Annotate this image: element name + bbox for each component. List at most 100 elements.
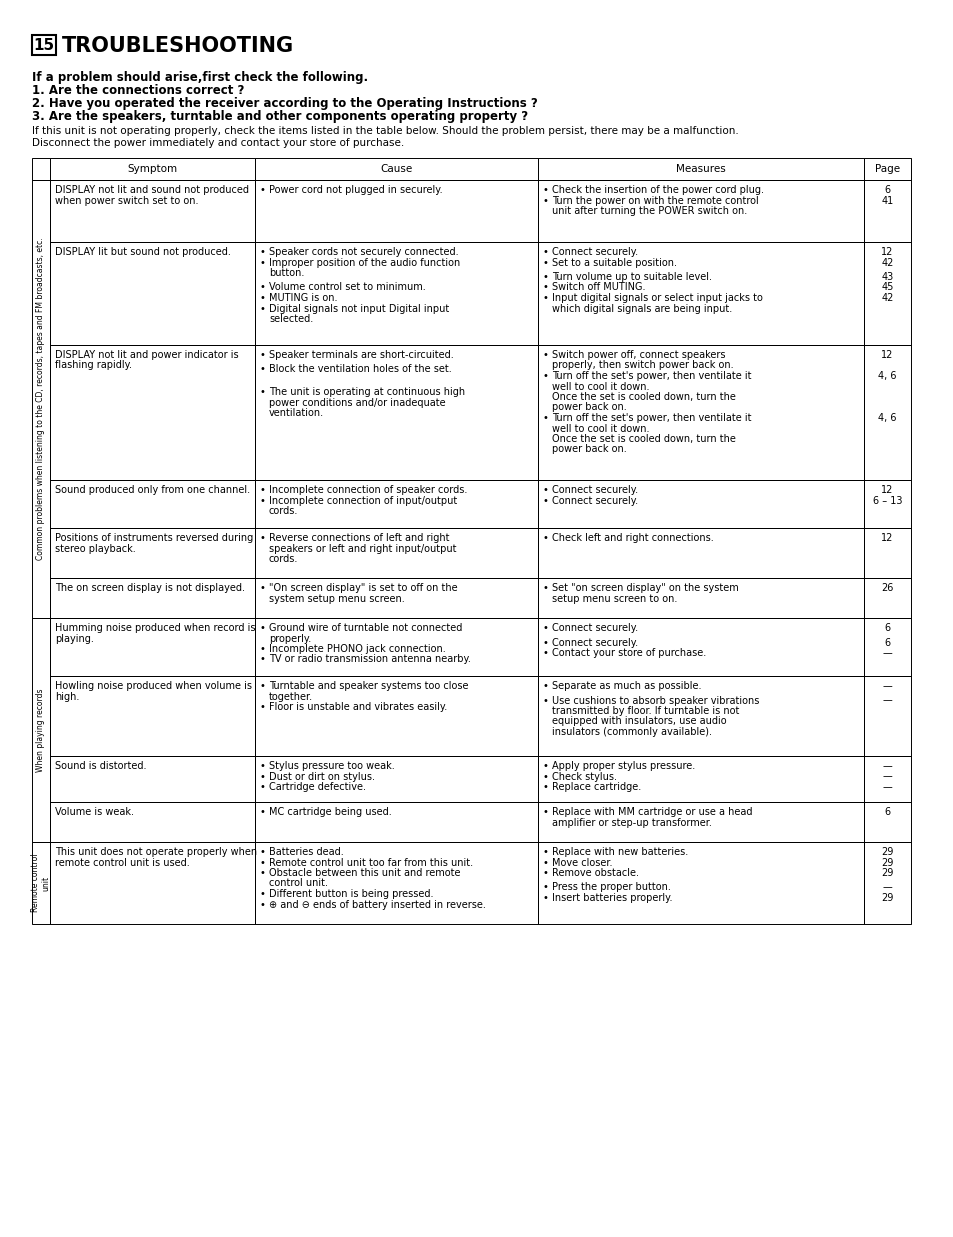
Text: Humming noise produced when record is: Humming noise produced when record is <box>55 623 255 633</box>
Bar <box>537 842 863 924</box>
Bar <box>863 802 910 842</box>
Text: Apply proper stylus pressure.: Apply proper stylus pressure. <box>552 761 695 771</box>
Text: Turn the power on with the remote control: Turn the power on with the remote contro… <box>552 195 758 205</box>
Text: Check left and right connections.: Check left and right connections. <box>552 533 713 543</box>
Text: Set "on screen display" on the system: Set "on screen display" on the system <box>552 583 738 593</box>
Text: power back on.: power back on. <box>552 444 626 454</box>
Text: —: — <box>882 761 891 771</box>
Text: Replace with MM cartridge or use a head: Replace with MM cartridge or use a head <box>552 807 752 816</box>
Text: Use cushions to absorb speaker vibrations: Use cushions to absorb speaker vibration… <box>552 695 759 705</box>
Bar <box>50 528 254 578</box>
Bar <box>254 756 537 802</box>
Bar <box>537 578 863 618</box>
Text: Reverse connections of left and right: Reverse connections of left and right <box>269 533 449 543</box>
Text: 12: 12 <box>881 350 893 360</box>
Text: —: — <box>882 682 891 691</box>
Text: •: • <box>260 868 266 878</box>
Text: 3. Are the speakers, turntable and other components operating property ?: 3. Are the speakers, turntable and other… <box>32 110 528 122</box>
Text: •: • <box>260 303 266 313</box>
Text: when power switch set to on.: when power switch set to on. <box>55 195 198 205</box>
Text: Digital signals not input Digital input: Digital signals not input Digital input <box>269 303 449 313</box>
Text: 26: 26 <box>881 583 893 593</box>
Text: —: — <box>882 695 891 705</box>
Bar <box>863 480 910 528</box>
Text: •: • <box>260 293 266 303</box>
Text: Incomplete connection of input/output: Incomplete connection of input/output <box>269 496 456 506</box>
Text: •: • <box>542 350 548 360</box>
Text: Positions of instruments reversed during: Positions of instruments reversed during <box>55 533 253 543</box>
Text: TV or radio transmission antenna nearby.: TV or radio transmission antenna nearby. <box>269 654 471 664</box>
Text: MUTING is on.: MUTING is on. <box>269 293 337 303</box>
Text: Batteries dead.: Batteries dead. <box>269 847 343 857</box>
Text: Block the ventilation holes of the set.: Block the ventilation holes of the set. <box>269 365 452 375</box>
Text: •: • <box>542 857 548 867</box>
Text: Disconnect the power immediately and contact your store of purchase.: Disconnect the power immediately and con… <box>32 139 404 148</box>
Bar <box>537 242 863 345</box>
Text: system setup menu screen.: system setup menu screen. <box>269 594 404 604</box>
Text: •: • <box>542 682 548 691</box>
Text: speakers or left and right input/output: speakers or left and right input/output <box>269 543 456 553</box>
Text: well to cool it down.: well to cool it down. <box>552 423 649 433</box>
Text: •: • <box>542 637 548 647</box>
Bar <box>863 578 910 618</box>
Bar <box>537 756 863 802</box>
Text: Connect securely.: Connect securely. <box>552 637 638 647</box>
Bar <box>254 158 537 181</box>
Text: •: • <box>260 782 266 792</box>
Bar <box>863 345 910 480</box>
Text: Connect securely.: Connect securely. <box>552 623 638 633</box>
Text: 41: 41 <box>881 195 893 205</box>
Text: Incomplete connection of speaker cords.: Incomplete connection of speaker cords. <box>269 485 467 495</box>
Text: •: • <box>260 772 266 782</box>
Bar <box>537 158 863 181</box>
Text: •: • <box>542 623 548 633</box>
Text: control unit.: control unit. <box>269 878 328 888</box>
Bar <box>537 181 863 242</box>
Text: together.: together. <box>269 691 313 701</box>
Bar <box>32 158 50 181</box>
Bar <box>50 756 254 802</box>
Bar <box>863 242 910 345</box>
Text: 4, 6: 4, 6 <box>878 413 896 423</box>
Text: 6 – 13: 6 – 13 <box>872 496 902 506</box>
Text: •: • <box>260 623 266 633</box>
Text: Obstacle between this unit and remote: Obstacle between this unit and remote <box>269 868 460 878</box>
Text: Input digital signals or select input jacks to: Input digital signals or select input ja… <box>552 293 762 303</box>
Text: •: • <box>542 247 548 257</box>
Text: which digital signals are being input.: which digital signals are being input. <box>552 303 732 313</box>
Text: remote control unit is used.: remote control unit is used. <box>55 857 190 867</box>
Text: •: • <box>542 761 548 771</box>
Text: Remote control unit too far from this unit.: Remote control unit too far from this un… <box>269 857 473 867</box>
Text: Turn volume up to suitable level.: Turn volume up to suitable level. <box>552 272 711 282</box>
Text: Switch off MUTING.: Switch off MUTING. <box>552 282 645 292</box>
Text: Power cord not plugged in securely.: Power cord not plugged in securely. <box>269 186 442 195</box>
Bar <box>50 842 254 924</box>
Text: 42: 42 <box>881 257 893 267</box>
Text: Sound is distorted.: Sound is distorted. <box>55 761 147 771</box>
Text: Connect securely.: Connect securely. <box>552 496 638 506</box>
Text: Improper position of the audio function: Improper position of the audio function <box>269 257 459 267</box>
Text: •: • <box>260 703 266 713</box>
Text: •: • <box>542 293 548 303</box>
Text: •: • <box>542 186 548 195</box>
Text: insulators (commonly available).: insulators (commonly available). <box>552 727 711 737</box>
Bar <box>537 528 863 578</box>
Bar <box>537 675 863 756</box>
Text: •: • <box>260 583 266 593</box>
Text: •: • <box>260 186 266 195</box>
Text: 4, 6: 4, 6 <box>878 371 896 381</box>
Text: •: • <box>542 282 548 292</box>
Bar <box>254 802 537 842</box>
Text: power conditions and/or inadequate: power conditions and/or inadequate <box>269 397 445 407</box>
Text: —: — <box>882 782 891 792</box>
Bar <box>863 842 910 924</box>
Text: Press the proper button.: Press the proper button. <box>552 882 670 893</box>
Text: "On screen display" is set to off on the: "On screen display" is set to off on the <box>269 583 457 593</box>
Text: Contact your store of purchase.: Contact your store of purchase. <box>552 648 705 658</box>
Text: •: • <box>542 272 548 282</box>
Text: 29: 29 <box>881 868 893 878</box>
Text: •: • <box>260 654 266 664</box>
Text: 45: 45 <box>881 282 893 292</box>
Text: Separate as much as possible.: Separate as much as possible. <box>552 682 700 691</box>
Text: •: • <box>260 899 266 909</box>
